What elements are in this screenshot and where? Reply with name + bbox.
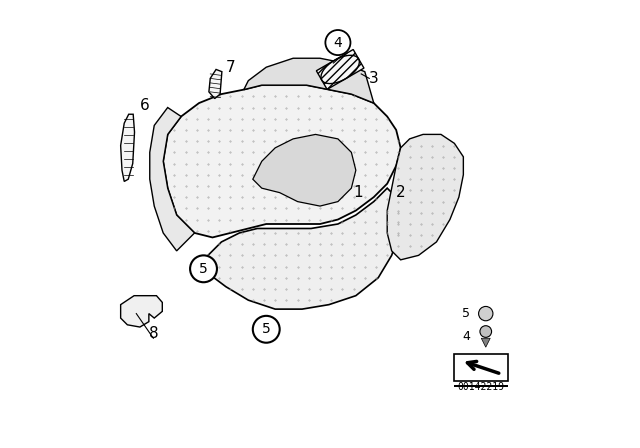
- Polygon shape: [208, 188, 401, 309]
- Text: 7: 7: [225, 60, 236, 75]
- Text: 8: 8: [148, 326, 158, 341]
- Polygon shape: [253, 134, 356, 206]
- Polygon shape: [209, 69, 222, 99]
- Text: 00142219: 00142219: [458, 382, 505, 392]
- Text: 6: 6: [140, 98, 149, 113]
- Text: 4: 4: [333, 35, 342, 50]
- Polygon shape: [121, 114, 134, 181]
- Text: 1: 1: [353, 185, 363, 200]
- Polygon shape: [121, 296, 163, 327]
- Polygon shape: [316, 49, 364, 90]
- Circle shape: [480, 326, 492, 337]
- Text: 2: 2: [396, 185, 406, 200]
- Circle shape: [479, 306, 493, 321]
- Polygon shape: [481, 338, 490, 347]
- Circle shape: [190, 255, 217, 282]
- Bar: [454, 354, 508, 381]
- Text: 5: 5: [262, 322, 271, 336]
- Text: 5: 5: [462, 307, 470, 320]
- Polygon shape: [150, 108, 195, 251]
- Polygon shape: [163, 85, 401, 237]
- Text: 5: 5: [199, 262, 208, 276]
- Text: 3: 3: [369, 71, 379, 86]
- Polygon shape: [244, 58, 374, 103]
- Polygon shape: [387, 134, 463, 260]
- Text: 4: 4: [462, 329, 470, 343]
- Bar: [454, 385, 508, 387]
- Circle shape: [253, 316, 280, 343]
